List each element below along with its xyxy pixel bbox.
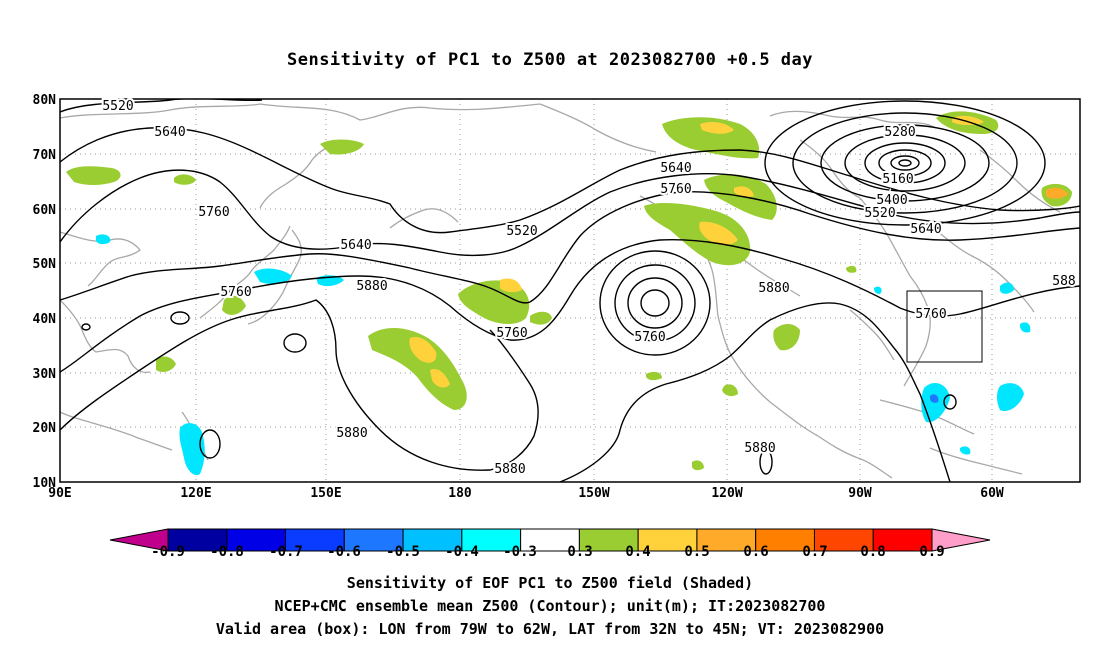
contour-label: 5400 [876, 193, 907, 208]
contour-label: 5160 [882, 172, 913, 187]
colorbar-label: 0.6 [743, 544, 768, 560]
colorbar-label: -0.7 [269, 544, 303, 560]
page-title: Sensitivity of PC1 to Z500 at 2023082700… [286, 50, 813, 70]
caption-contour: NCEP+CMC ensemble mean Z500 (Contour); u… [274, 597, 826, 615]
gridlines [60, 99, 1080, 482]
colorbar-label: 0.3 [567, 544, 592, 560]
lat-label: 40N [33, 312, 57, 327]
contour-label: 5640 [660, 161, 691, 176]
contour-label: 5760 [220, 285, 251, 300]
longitude-labels: 90E 120E 150E 180 150W 120W 90W 60W [48, 486, 1004, 501]
lat-label: 50N [33, 257, 57, 272]
contour-label: 5880 [336, 426, 367, 441]
lon-label: 150E [310, 486, 341, 501]
contour-label: 5880 [494, 462, 525, 477]
colorbar-label: -0.9 [151, 544, 185, 560]
contour-label: 5520 [864, 206, 895, 221]
lat-label: 30N [33, 367, 57, 382]
contour-label: 5880 [758, 281, 789, 296]
caption-shading: Sensitivity of EOF PC1 to Z500 field (Sh… [346, 574, 754, 592]
latitude-labels: 80N 70N 60N 50N 40N 30N 20N 10N [33, 93, 57, 491]
contour-label: 588 [1052, 274, 1075, 289]
colorbar-label: 0.4 [625, 544, 650, 560]
valid-area-box [906, 290, 983, 363]
colorbar [109, 528, 991, 552]
lon-label: 90W [848, 486, 872, 501]
z500-contours [60, 99, 1080, 482]
colorbar-label: 0.5 [684, 544, 709, 560]
contour-label: 5760 [660, 182, 691, 197]
contour-label: 5280 [884, 125, 915, 140]
colorbar-label: -0.6 [327, 544, 361, 560]
sensitivity-shading [66, 111, 1072, 476]
colorbar-label: -0.8 [210, 544, 244, 560]
colorbar-label: 0.8 [860, 544, 885, 560]
contour-label: 5760 [915, 307, 946, 322]
colorbar-label: -0.5 [386, 544, 420, 560]
colorbar-label: 0.7 [802, 544, 827, 560]
lat-label: 70N [33, 148, 57, 163]
contour-label: 5760 [634, 330, 665, 345]
contour-labels: 5520 5640 5760 5640 5760 5880 5880 5880 … [100, 97, 1077, 479]
colorbar-label: -0.3 [503, 544, 537, 560]
contour-label: 5880 [356, 279, 387, 294]
lon-label: 120E [180, 486, 211, 501]
lon-label: 60W [980, 486, 1004, 501]
contour-label: 5520 [506, 224, 537, 239]
colorbar-swatch [872, 528, 933, 552]
colorbar-labels: -0.9 -0.8 -0.7 -0.6 -0.5 -0.4 -0.3 0.3 0… [151, 544, 945, 560]
contour-label: 5640 [910, 222, 941, 237]
contour-label: 5640 [340, 238, 371, 253]
lon-label: 90E [48, 486, 71, 501]
contour-label: 5760 [496, 326, 527, 341]
contour-label: 5880 [744, 441, 775, 456]
lon-label: 150W [578, 486, 609, 501]
lat-label: 10N [33, 476, 57, 491]
lat-label: 80N [33, 93, 57, 108]
lat-label: 60N [33, 203, 57, 218]
colorbar-label: 0.9 [919, 544, 944, 560]
caption-valid-area: Valid area (box): LON from 79W to 62W, L… [215, 620, 885, 638]
lon-label: 120W [711, 486, 742, 501]
contour-label: 5640 [154, 125, 185, 140]
lat-label: 20N [33, 421, 57, 436]
colorbar-label: -0.4 [445, 544, 479, 560]
map-border [59, 98, 1081, 483]
coastlines [60, 103, 1061, 479]
contour-label: 5520 [102, 99, 133, 114]
contour-label: 5760 [198, 205, 229, 220]
lon-label: 180 [448, 486, 472, 501]
